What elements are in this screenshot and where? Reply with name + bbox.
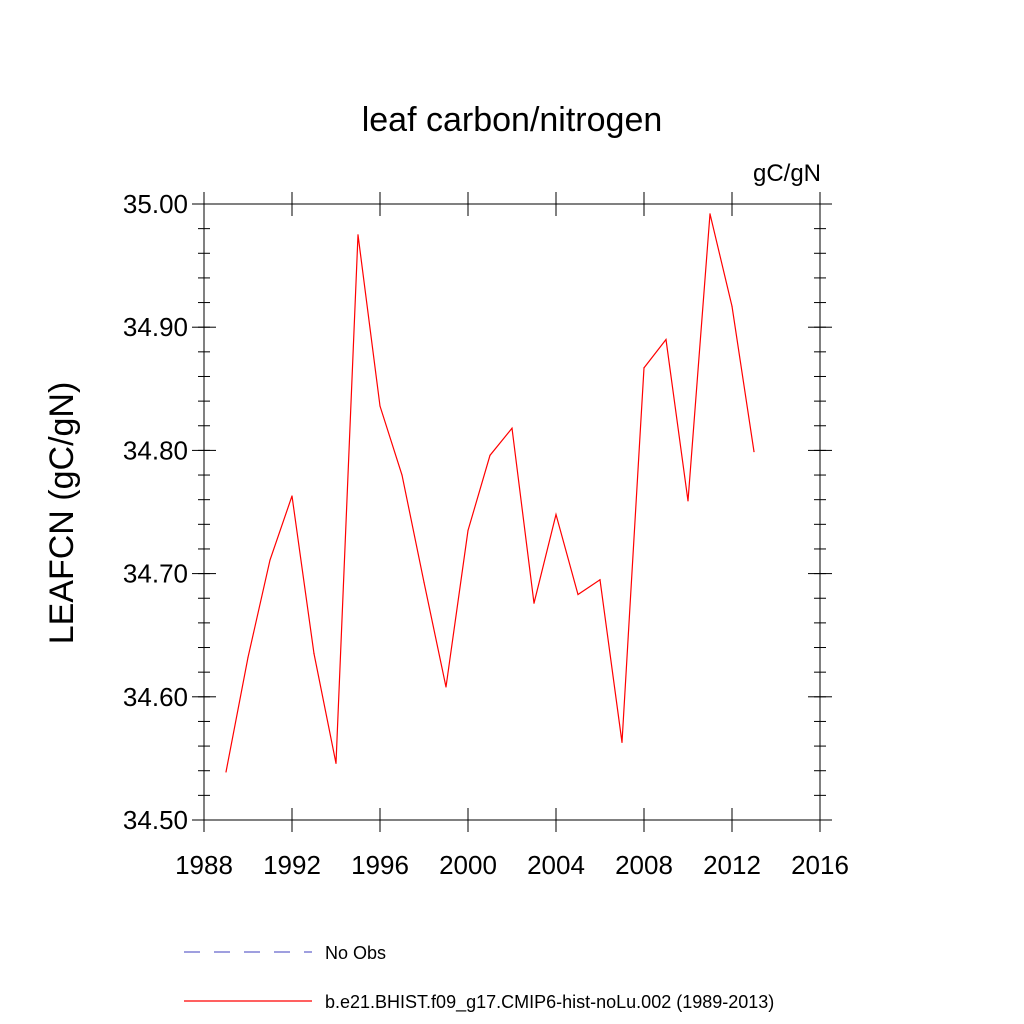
y-tick-label: 35.00 <box>123 189 188 219</box>
data-point <box>577 593 579 596</box>
x-tick-label: 1996 <box>351 850 409 880</box>
chart-title: leaf carbon/nitrogen <box>362 101 663 139</box>
x-tick-label: 2008 <box>615 850 673 880</box>
x-tick-label: 2012 <box>703 850 761 880</box>
plot-frame <box>203 203 821 821</box>
data-point <box>313 653 315 655</box>
series-line-1 <box>225 213 755 773</box>
x-tick-label: 2016 <box>791 850 849 880</box>
data-point <box>709 213 711 215</box>
data-point <box>599 579 601 581</box>
legend-label-0: No Obs <box>325 943 386 963</box>
data-point <box>445 686 447 688</box>
x-tick-label: 2004 <box>527 850 585 880</box>
data-point <box>687 500 689 502</box>
y-axis-label: LEAFCN (gC/gN) <box>43 382 81 645</box>
y-tick-label: 34.60 <box>123 682 188 712</box>
data-point <box>555 513 557 516</box>
data-point <box>489 454 491 456</box>
data-point <box>291 495 293 497</box>
data-point <box>225 771 227 773</box>
data-point <box>379 405 381 407</box>
y-tick-label: 34.90 <box>123 312 188 342</box>
data-point <box>423 581 425 583</box>
axes: 34.50 34.60 34.70 34.80 34.90 35.00 1988 1992 19… <box>123 189 849 880</box>
data-point <box>621 741 623 743</box>
data-point <box>511 427 513 429</box>
legend-label-1: b.e21.BHIST.f09_g17.CMIP6-hist-noLu.002 … <box>325 992 774 1013</box>
data-point <box>247 656 249 658</box>
x-tick-label: 2000 <box>439 850 497 880</box>
y-tick-label: 34.80 <box>123 435 188 465</box>
x-tick-label: 1992 <box>263 850 321 880</box>
x-tick-label: 1988 <box>175 850 233 880</box>
legend: No Obs b.e21.BHIST.f09_g17.CMIP6-hist-noL… <box>184 943 774 1013</box>
data-point <box>357 234 359 236</box>
data-point <box>269 559 271 561</box>
data-point <box>731 305 733 307</box>
units-label: gC/gN <box>753 160 821 187</box>
plot-area <box>225 213 755 773</box>
data-point <box>753 451 755 453</box>
y-tick-label: 34.50 <box>123 805 188 835</box>
data-point <box>401 474 403 476</box>
data-point <box>335 762 337 764</box>
y-tick-label: 34.70 <box>123 559 188 589</box>
data-point <box>643 367 645 369</box>
data-point <box>533 602 535 604</box>
data-point <box>467 529 469 532</box>
data-point <box>665 338 667 341</box>
